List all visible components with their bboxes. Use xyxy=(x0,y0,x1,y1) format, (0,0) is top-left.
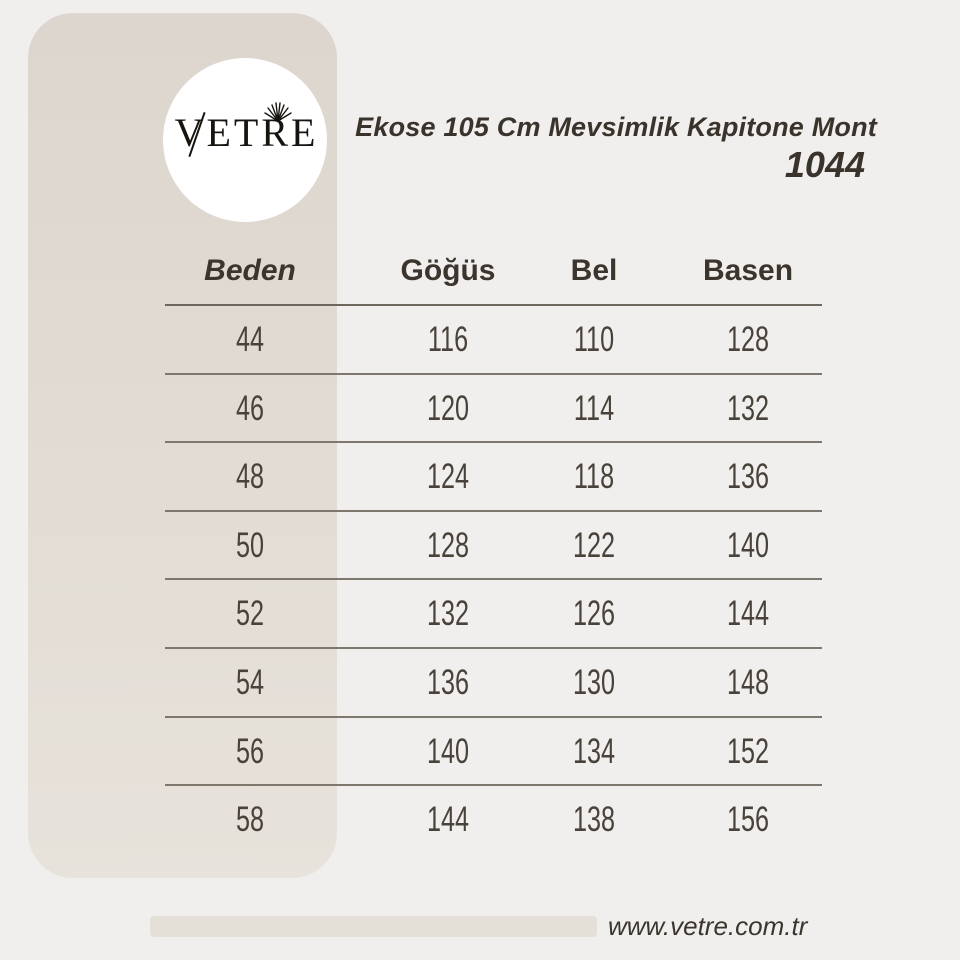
table-row: 52 132 126 144 xyxy=(165,580,822,649)
size-value: 52 xyxy=(235,594,265,634)
measurement-value: 116 xyxy=(427,320,469,359)
measurement-value: 134 xyxy=(572,731,616,771)
product-code: 1044 xyxy=(784,144,865,185)
brand-name: VETRE xyxy=(174,110,319,155)
measurement-value: 126 xyxy=(572,594,616,634)
table-row: 50 128 122 140 xyxy=(165,512,822,581)
size-value: 58 xyxy=(235,800,265,840)
table-row: 56 140 134 152 xyxy=(165,718,822,787)
size-value: 50 xyxy=(235,525,265,565)
measurement-value: 110 xyxy=(573,320,615,359)
column-header-2: Bel xyxy=(570,254,618,287)
size-table: Beden Göğüs Bel Basen 44 116 110 128 46 120 114 13… xyxy=(165,237,822,855)
table-row: 58 144 138 156 xyxy=(165,786,822,855)
website-url: www.vetre.com.tr xyxy=(608,911,808,941)
measurement-value: 148 xyxy=(726,662,770,702)
table-row: 44 116 110 128 xyxy=(165,306,822,375)
size-value: 48 xyxy=(235,457,265,497)
measurement-value: 136 xyxy=(726,457,770,497)
size-value: 54 xyxy=(235,662,265,702)
table-row: 54 136 130 148 xyxy=(165,649,822,718)
measurement-value: 118 xyxy=(573,457,615,497)
product-title: Ekose 105 Cm Mevsimlik Kapitone Mont xyxy=(355,112,877,142)
measurement-value: 128 xyxy=(726,320,770,359)
measurement-value: 114 xyxy=(573,388,615,428)
product-title-block: Ekose 105 Cm Mevsimlik Kapitone Mont 104… xyxy=(355,110,877,184)
measurement-value: 120 xyxy=(426,388,470,428)
size-value: 56 xyxy=(235,731,265,771)
measurement-value: 132 xyxy=(726,388,770,428)
leaf-fan-icon xyxy=(264,102,292,122)
measurement-value: 124 xyxy=(426,457,470,497)
footer-divider-bar xyxy=(150,916,597,937)
column-header-0: Beden xyxy=(204,254,296,287)
table-row: 48 124 118 136 xyxy=(165,443,822,512)
measurement-value: 144 xyxy=(726,594,770,634)
measurement-value: 136 xyxy=(426,662,470,702)
table-body: 44 116 110 128 46 120 114 132 48 124 118 136 50 128 12… xyxy=(165,306,822,855)
size-value: 44 xyxy=(235,320,265,359)
measurement-value: 138 xyxy=(572,800,616,840)
brand-logo: VETRE xyxy=(163,58,327,222)
measurement-value: 144 xyxy=(426,800,470,840)
measurement-value: 132 xyxy=(426,594,470,634)
size-value: 46 xyxy=(235,388,265,428)
measurement-value: 156 xyxy=(726,800,770,840)
column-header-1: Göğüs xyxy=(400,254,496,287)
measurement-value: 140 xyxy=(726,525,770,565)
measurement-value: 130 xyxy=(572,662,616,702)
measurement-value: 122 xyxy=(572,525,616,565)
measurement-value: 140 xyxy=(426,731,470,771)
column-header-3: Basen xyxy=(702,254,794,287)
table-row: 46 120 114 132 xyxy=(165,375,822,444)
measurement-value: 152 xyxy=(726,731,770,771)
measurement-value: 128 xyxy=(426,525,470,565)
table-header-row: Beden Göğüs Bel Basen xyxy=(165,237,822,306)
